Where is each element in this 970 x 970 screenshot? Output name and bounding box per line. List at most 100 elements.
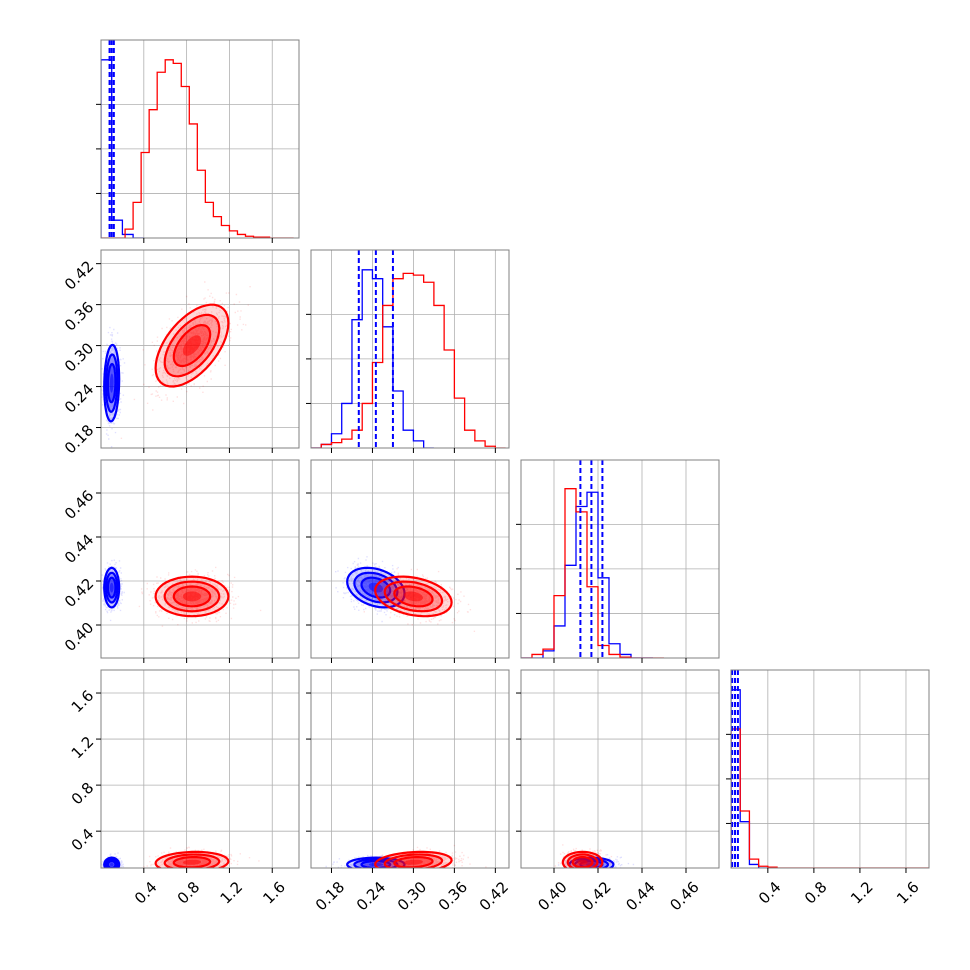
- panel-frame-1-0: [100, 249, 300, 449]
- histogram-red-1: [311, 272, 506, 448]
- y-tick-label-3: 0.4: [68, 825, 98, 855]
- diag-panel-2: [521, 460, 719, 658]
- y-tick-label-3: 0.8: [68, 779, 98, 809]
- contour-red: [393, 856, 434, 868]
- scatter-red-2-0: [138, 566, 262, 627]
- x-tick-label-1: 0.42: [476, 878, 512, 914]
- x-tick-label-2: 0.44: [622, 878, 658, 914]
- panel-frame-0-0: [100, 39, 300, 239]
- contour-red: [154, 850, 230, 868]
- diag-panel-0: [101, 40, 299, 238]
- scatter-points-red: [116, 281, 251, 439]
- contour-red: [172, 585, 212, 608]
- x-tick-label-1: 0.18: [312, 878, 348, 914]
- y-tick-label-2: 0.42: [61, 575, 97, 611]
- contour-blue: [103, 343, 121, 423]
- contour-red: [383, 580, 444, 613]
- x-tick-label-3: 1.6: [893, 878, 923, 908]
- contour-red: [172, 323, 212, 368]
- contour-blue: [105, 571, 119, 604]
- panel-frame-2-2: [520, 459, 720, 659]
- x-tick-label-1: 0.30: [394, 878, 430, 914]
- panel-frame-3-0: [100, 669, 300, 869]
- x-tick-label-1: 0.24: [353, 878, 389, 914]
- contour-red: [393, 585, 434, 608]
- y-tick-label-1: 0.30: [61, 339, 97, 375]
- histogram-blue-1: [311, 269, 434, 448]
- contour-red: [561, 850, 604, 868]
- density-blue: [109, 862, 114, 867]
- x-tick-label-2: 0.42: [578, 878, 614, 914]
- pair-panel-1-0: [101, 250, 299, 448]
- scatter-red-3-0: [143, 846, 260, 868]
- diag-panel-1: [311, 250, 509, 448]
- density-red: [182, 335, 202, 356]
- contour-red: [163, 853, 221, 868]
- pair-panel-3-1: [311, 670, 509, 868]
- contour-red: [163, 580, 221, 613]
- panel-frame-3-2: [520, 669, 720, 869]
- histogram-red-0: [101, 59, 294, 238]
- density-red: [182, 859, 202, 865]
- density-red: [403, 591, 423, 602]
- x-tick-label-0: 0.8: [174, 878, 204, 908]
- scatter-red-1-0: [116, 281, 251, 439]
- x-tick-label-0: 0.4: [131, 878, 161, 908]
- contour-red: [566, 853, 599, 868]
- scatter-red-3-1: [358, 844, 487, 868]
- scatter-red-2-1: [356, 564, 476, 632]
- y-tick-label-2: 0.46: [61, 487, 97, 523]
- contour-blue: [103, 566, 121, 609]
- contour-blue: [106, 362, 117, 404]
- contour-red: [172, 856, 212, 868]
- diag-panel-3: [731, 670, 929, 868]
- pair-panel-2-1: [311, 460, 509, 658]
- density-red: [577, 859, 588, 865]
- x-tick-label-3: 0.4: [755, 878, 785, 908]
- contour-red: [154, 303, 230, 388]
- contour-blue: [103, 856, 121, 868]
- y-tick-label-3: 1.6: [68, 687, 98, 717]
- panel-frame-2-0: [100, 459, 300, 659]
- histogram-red-2: [521, 488, 664, 658]
- contour-blue: [105, 858, 119, 868]
- scatter-blue-1-0: [101, 326, 126, 448]
- x-tick-label-0: 1.2: [217, 878, 247, 908]
- pair-panel-3-0: [101, 670, 299, 868]
- density-red: [403, 859, 423, 865]
- scatter-blue-2-0: [101, 559, 125, 622]
- histogram-blue-2: [521, 491, 653, 658]
- pair-panel-3-2: [521, 670, 719, 868]
- contour-red: [374, 575, 453, 618]
- density-red: [182, 591, 202, 602]
- x-tick-label-3: 0.8: [801, 878, 831, 908]
- contour-red: [374, 850, 453, 868]
- x-tick-label-2: 0.46: [666, 878, 702, 914]
- scatter-red-3-2: [554, 844, 613, 868]
- x-tick-label-0: 1.6: [259, 878, 289, 908]
- panel-frame-3-1: [310, 669, 510, 869]
- y-tick-label-1: 0.42: [61, 257, 97, 293]
- contour-red: [154, 575, 230, 618]
- x-tick-label-2: 0.40: [534, 878, 570, 914]
- y-tick-label-3: 1.2: [68, 733, 98, 763]
- panel-frame-3-3: [730, 669, 930, 869]
- contour-red: [163, 313, 221, 378]
- pair-panel-2-0: [101, 460, 299, 658]
- contour-blue: [106, 576, 117, 599]
- histogram-blue-0: [101, 59, 144, 238]
- x-tick-label-3: 1.2: [847, 878, 877, 908]
- contour-red: [383, 853, 444, 868]
- contour-red: [571, 856, 594, 868]
- contour-blue: [353, 571, 399, 604]
- scatter-blue-3-0: [101, 852, 125, 868]
- histogram-red-3: [731, 728, 929, 868]
- y-tick-label-1: 0.18: [61, 421, 97, 457]
- density-blue: [109, 582, 114, 593]
- y-tick-label-2: 0.44: [61, 531, 97, 567]
- density-blue: [109, 373, 114, 393]
- x-tick-label-1: 0.36: [435, 878, 471, 914]
- y-tick-label-1: 0.36: [61, 298, 97, 334]
- panel-frame-1-1: [310, 249, 510, 449]
